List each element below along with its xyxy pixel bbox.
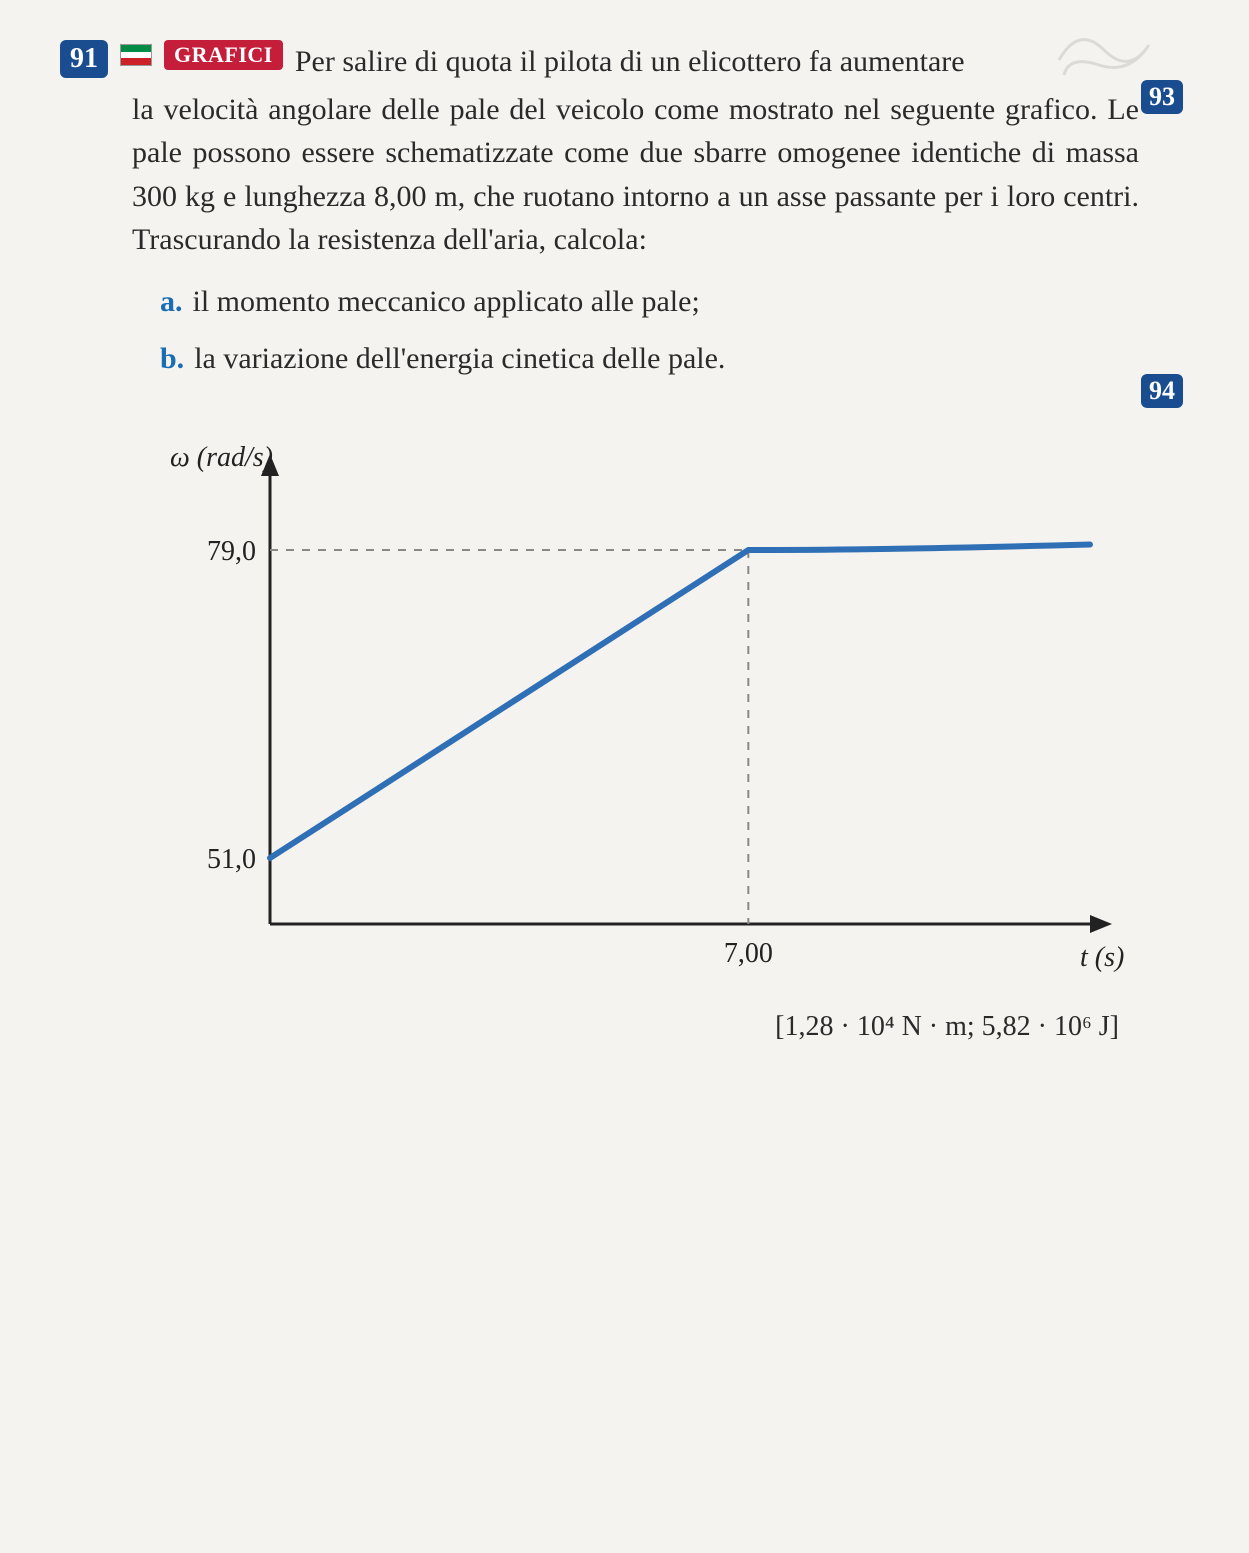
- flag-stripe: [121, 52, 151, 59]
- svg-text:t (s): t (s): [1080, 942, 1124, 973]
- sub-text: il momento meccanico applicato alle pale…: [193, 276, 700, 327]
- sub-question-a: a. il momento meccanico applicato alle p…: [160, 276, 1189, 327]
- flag-stripe: [121, 45, 151, 52]
- svg-text:7,00: 7,00: [724, 938, 773, 969]
- problem-text-lead: Per salire di quota il pilota di un elic…: [295, 40, 965, 84]
- answer-text: [1,28 · 10⁴ N · m; 5,82 · 10⁶ J]: [775, 1011, 1119, 1042]
- problem-number-badge: 91: [60, 40, 108, 78]
- svg-text:79,0: 79,0: [207, 536, 256, 567]
- side-ref-94: 94: [1141, 374, 1183, 408]
- sub-letter: b.: [160, 333, 184, 384]
- svg-text:ω (rad/s): ω (rad/s): [170, 442, 273, 473]
- problem-header: 91 GRAFICI Per salire di quota il pilota…: [60, 40, 1189, 84]
- side-ref-93: 93: [1141, 80, 1183, 114]
- omega-vs-time-chart: ω (rad/s) t (s) 79,0 51,0 7,00: [150, 424, 1130, 984]
- category-tag: GRAFICI: [164, 40, 283, 70]
- chart-container: ω (rad/s) t (s) 79,0 51,0 7,00: [150, 424, 1189, 989]
- sub-text: la variazione dell'energia cinetica dell…: [194, 333, 725, 384]
- sub-question-list: a. il momento meccanico applicato alle p…: [160, 276, 1189, 384]
- sub-question-b: b. la variazione dell'energia cinetica d…: [160, 333, 1189, 384]
- page-side-marks: 93 94: [1141, 40, 1183, 408]
- flag-icon: [120, 44, 152, 66]
- answer-line: [1,28 · 10⁴ N · m; 5,82 · 10⁶ J]: [60, 1011, 1119, 1043]
- problem-text-body: la velocità angolare delle pale del veic…: [132, 88, 1139, 262]
- svg-text:51,0: 51,0: [207, 844, 256, 875]
- sub-letter: a.: [160, 276, 183, 327]
- problem-block: 91 GRAFICI Per salire di quota il pilota…: [60, 40, 1189, 1043]
- flag-stripe: [121, 58, 151, 65]
